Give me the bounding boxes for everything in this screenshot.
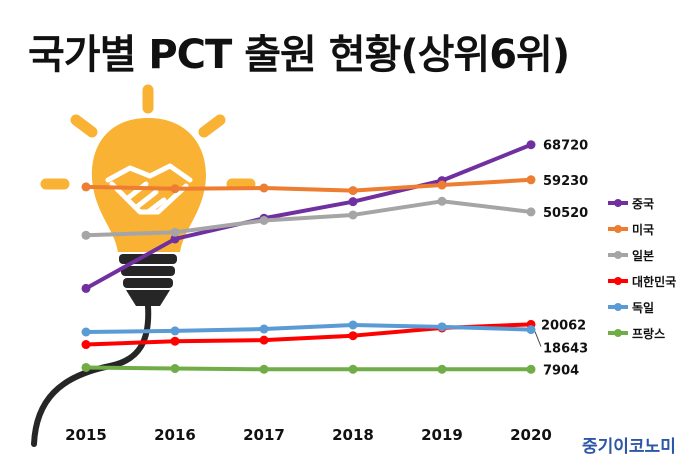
series-미국	[81, 175, 536, 196]
label-leader-line	[534, 331, 542, 347]
legend-label: 일본	[632, 249, 654, 263]
lightbulb-illustration	[31, 84, 256, 447]
legend-item-일본: 일본	[608, 249, 654, 263]
x-tick-label: 2020	[510, 426, 552, 444]
data-point	[437, 180, 447, 190]
data-point	[259, 183, 269, 193]
x-tick-label: 2016	[154, 426, 196, 444]
series-line	[84, 142, 533, 291]
x-tick-label: 2018	[332, 426, 374, 444]
end-value-label: 7904	[543, 363, 579, 378]
data-point	[81, 230, 91, 240]
data-point	[348, 364, 358, 374]
legend-item-독일: 독일	[608, 301, 654, 315]
data-point	[81, 182, 91, 192]
series-일본	[81, 196, 536, 240]
data-point	[81, 362, 91, 372]
data-point	[348, 186, 358, 196]
end-value-label: 68720	[543, 139, 588, 154]
series-line	[84, 322, 533, 334]
legend-label: 독일	[632, 301, 654, 315]
series-독일	[81, 320, 536, 337]
end-value-label: 18643	[543, 342, 588, 357]
data-point	[526, 175, 536, 185]
data-point	[259, 215, 269, 225]
data-point	[526, 364, 536, 374]
source-credit: 중기이코노미	[582, 437, 676, 457]
data-point	[259, 364, 269, 374]
data-point	[259, 324, 269, 334]
data-point	[348, 331, 358, 341]
legend-label: 중국	[632, 197, 654, 211]
legend-label: 대한민국	[632, 274, 676, 289]
data-point	[526, 140, 536, 150]
end-value-label: 20062	[541, 318, 586, 333]
legend-marker	[614, 303, 622, 311]
data-point	[437, 196, 447, 206]
legend-item-미국: 미국	[608, 222, 654, 237]
data-point	[170, 227, 180, 237]
legend-item-프랑스: 프랑스	[608, 327, 665, 341]
x-tick-label: 2015	[65, 426, 107, 444]
x-tick-label: 2017	[243, 426, 285, 444]
data-point	[170, 184, 180, 194]
legend-label: 프랑스	[632, 327, 665, 341]
data-point	[348, 320, 358, 330]
data-point	[170, 234, 180, 244]
x-tick-label: 2019	[421, 426, 463, 444]
data-point	[348, 197, 358, 207]
end-value-label: 59230	[543, 174, 588, 189]
legend-item-중국: 중국	[608, 197, 654, 211]
series-line	[84, 199, 533, 238]
end-value-label: 50520	[543, 206, 588, 221]
legend-marker	[614, 329, 622, 337]
legend-item-대한민국: 대한민국	[608, 274, 676, 289]
series-프랑스	[81, 362, 536, 374]
series-중국	[81, 140, 536, 293]
data-point	[170, 336, 180, 346]
legend-marker	[614, 251, 622, 259]
data-point	[437, 364, 447, 374]
data-point	[170, 326, 180, 336]
data-point	[526, 325, 536, 335]
series-line	[84, 365, 533, 372]
series-line	[84, 177, 533, 193]
legend-marker	[614, 225, 622, 233]
data-point	[259, 335, 269, 345]
data-point	[81, 340, 91, 350]
data-point	[526, 207, 536, 217]
legend-marker	[614, 277, 622, 285]
data-point	[170, 364, 180, 374]
legend-marker	[614, 199, 622, 207]
data-point	[81, 327, 91, 337]
data-point	[81, 283, 91, 293]
legend-label: 미국	[632, 222, 654, 237]
data-point	[348, 210, 358, 220]
data-point	[437, 322, 447, 332]
chart-title: 국가별 PCT 출원 현황(상위6위)	[28, 32, 570, 78]
